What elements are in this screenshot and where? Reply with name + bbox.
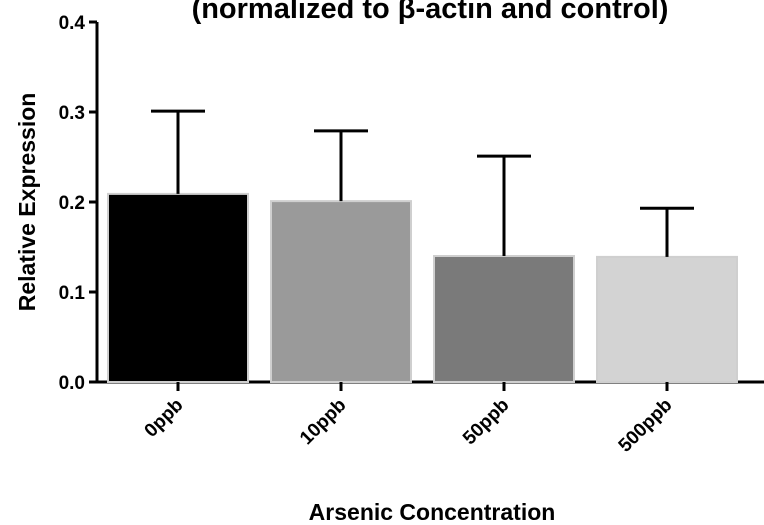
bar-500ppb — [596, 255, 738, 383]
y-tick-label: 0.1 — [59, 283, 86, 304]
y-ticks: 0.0 0.1 0.2 0.3 0.4 — [59, 13, 97, 394]
bar-0ppb — [107, 192, 249, 383]
x-tick-label: 0ppb — [141, 395, 188, 442]
y-tick-label: 0.3 — [59, 103, 85, 124]
bars — [107, 192, 738, 383]
x-axis-label: Arsenic Concentration — [309, 499, 556, 525]
bar-50ppb — [433, 255, 575, 383]
error-bars — [151, 109, 694, 257]
y-tick-label: 0.2 — [59, 193, 85, 214]
x-tick-label: 10ppb — [296, 395, 350, 449]
chart-title: (normalized to β-actin and control) — [192, 0, 669, 25]
x-tick-label: 500ppb — [615, 395, 677, 457]
bar-10ppb — [270, 200, 412, 383]
x-ticks: 0ppb 10ppb 50ppb 500ppb — [141, 382, 677, 457]
y-tick-label: 0.0 — [59, 373, 85, 394]
x-tick-label: 50ppb — [459, 395, 513, 449]
y-axis-label: Relative Expression — [14, 93, 40, 312]
y-tick-label: 0.4 — [59, 13, 86, 34]
